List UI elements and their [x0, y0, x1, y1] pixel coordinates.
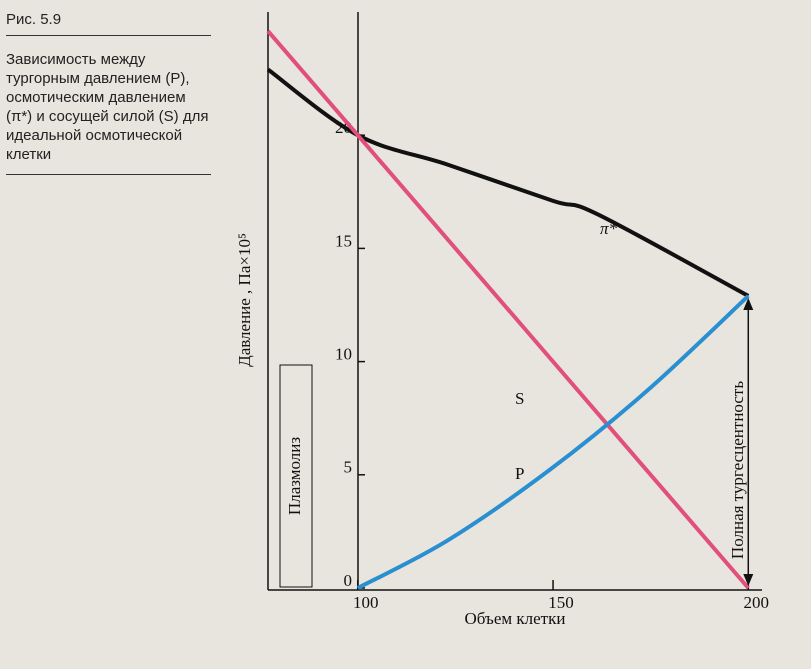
- y-tick-label: 0: [344, 571, 353, 590]
- plasmolysis-box: [279, 364, 313, 588]
- series-label: π*: [600, 219, 618, 238]
- series-line: [356, 294, 750, 590]
- series-line: [266, 29, 750, 590]
- caption-block: Рис. 5.9 Зависимость между тургорным дав…: [6, 10, 211, 175]
- series-label: P: [515, 464, 524, 483]
- series-label: S: [515, 389, 524, 408]
- x-tick-label: 200: [744, 593, 770, 612]
- annotation: Полная тургесцентность: [728, 381, 747, 559]
- annotation: Плазмолиз: [285, 437, 304, 515]
- y-axis-label: Давление , Па×10⁵: [235, 233, 254, 367]
- x-tick-label: 100: [353, 593, 379, 612]
- x-axis-label: Объем клетки: [465, 609, 566, 628]
- x-tick-label: 150: [548, 593, 574, 612]
- figure-label: Рис. 5.9: [6, 10, 211, 36]
- y-tick-label: 5: [344, 458, 353, 477]
- series-line: [266, 67, 750, 298]
- y-tick-label: 10: [335, 345, 352, 364]
- caption: Зависимость между тургорным давлением (P…: [6, 50, 211, 175]
- y-tick-label: 15: [335, 231, 352, 250]
